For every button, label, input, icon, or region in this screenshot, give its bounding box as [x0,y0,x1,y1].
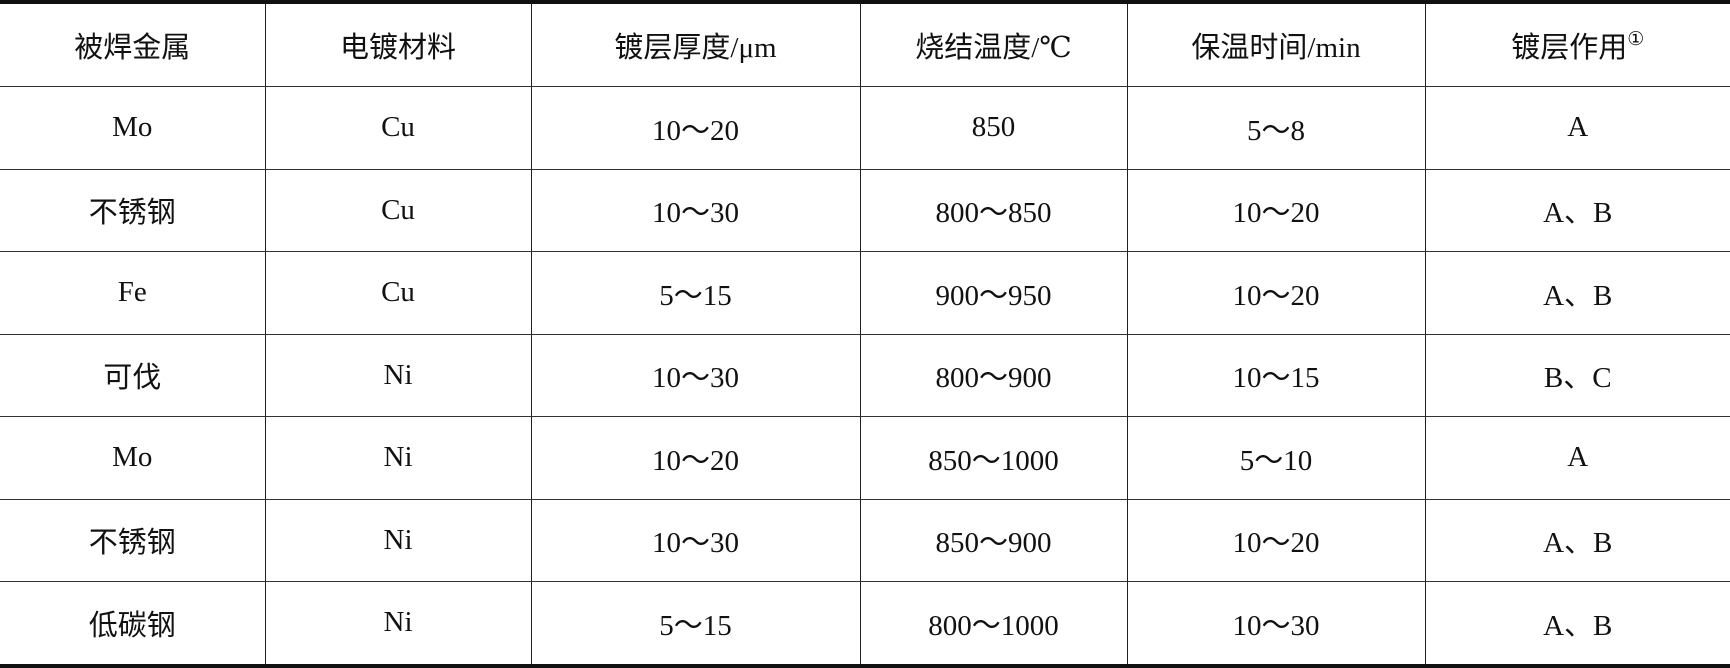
cell-plating-role: A、B [1424,168,1730,252]
table-row: 不锈钢 Ni 10～30 850～900 10～20 A、B [0,498,1730,582]
cell-plating-material: Cu [264,86,531,169]
cell-thickness: 10～20 [530,416,860,499]
cell-base-metal: 可伐 [0,333,265,417]
cell-plating-material: Ni [264,416,531,499]
cell-thickness: 10～30 [530,333,860,417]
table-row: Mo Ni 10～20 850～1000 5～10 A [0,416,1730,499]
cell-sintering-temp: 850 [859,86,1127,169]
cell-thickness: 5～15 [530,251,860,334]
cell-plating-role: B、C [1424,333,1730,417]
cell-plating-material: Cu [264,251,531,334]
cell-plating-material: Ni [264,498,531,582]
table-row: 低碳钢 Ni 5～15 800～1000 10～30 A、B [0,581,1730,666]
cell-hold-time: 10～30 [1126,581,1425,666]
cell-plating-role: A [1424,416,1730,499]
cell-base-metal: 不锈钢 [0,498,265,582]
cell-hold-time: 10～20 [1126,251,1425,334]
cell-hold-time: 5～10 [1126,416,1425,499]
cell-sintering-temp: 800～850 [859,168,1127,252]
cell-hold-time: 5～8 [1126,86,1425,169]
table-row: 不锈钢 Cu 10～30 800～850 10～20 A、B [0,168,1730,252]
cell-base-metal: 不锈钢 [0,168,265,252]
header-thickness: 镀层厚度/μm [530,1,860,87]
cell-hold-time: 10～20 [1126,498,1425,582]
cell-hold-time: 10～15 [1126,333,1425,417]
cell-plating-material: Ni [264,581,531,666]
cell-sintering-temp: 850～900 [859,498,1127,582]
header-plating-material: 电镀材料 [264,1,531,87]
header-base-metal: 被焊金属 [0,1,265,87]
cell-sintering-temp: 800～1000 [859,581,1127,666]
cell-thickness: 5～15 [530,581,860,666]
cell-sintering-temp: 800～900 [859,333,1127,417]
cell-thickness: 10～30 [530,498,860,582]
cell-plating-material: Ni [264,333,531,417]
cell-sintering-temp: 850～1000 [859,416,1127,499]
table-row: 可伐 Ni 10～30 800～900 10～15 B、C [0,333,1730,417]
cell-plating-role: A、B [1424,251,1730,334]
cell-sintering-temp: 900～950 [859,251,1127,334]
cell-base-metal: Mo [0,416,265,499]
table-row: Fe Cu 5～15 900～950 10～20 A、B [0,251,1730,334]
cell-plating-material: Cu [264,168,531,252]
header-plating-role-label: 镀层作用 [1511,32,1628,64]
cell-plating-role: A [1424,86,1730,169]
header-plating-role: 镀层作用① [1424,1,1730,87]
cell-thickness: 10～30 [530,168,860,252]
footnote-mark: ① [1627,29,1645,50]
cell-plating-role: A、B [1424,498,1730,582]
cell-plating-role: A、B [1424,581,1730,666]
cell-thickness: 10～20 [530,86,860,169]
header-row: 被焊金属 电镀材料 镀层厚度/μm 烧结温度/℃ 保温时间/min 镀层作用① [0,1,1730,87]
header-hold-time: 保温时间/min [1126,1,1425,87]
cell-hold-time: 10～20 [1126,168,1425,252]
header-sintering-temp: 烧结温度/℃ [859,1,1127,87]
cell-base-metal: 低碳钢 [0,581,265,666]
cell-base-metal: Mo [0,86,265,169]
cell-base-metal: Fe [0,251,265,334]
table-row: Mo Cu 10～20 850 5～8 A [0,86,1730,169]
